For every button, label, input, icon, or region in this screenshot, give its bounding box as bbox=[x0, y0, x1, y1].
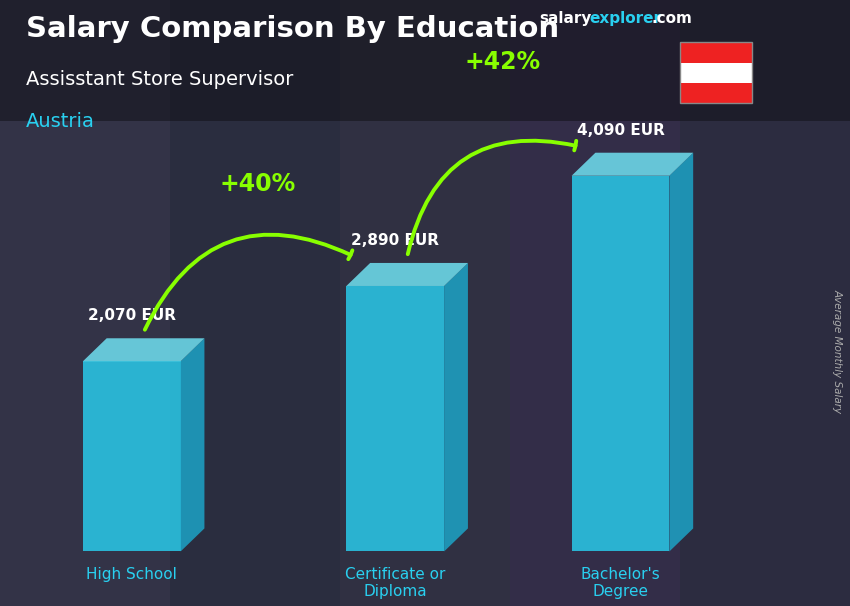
Bar bbox=[680, 62, 752, 83]
Polygon shape bbox=[82, 338, 204, 361]
Text: salary: salary bbox=[540, 11, 592, 26]
Bar bbox=[0, 0, 850, 121]
Text: Average Monthly Salary: Average Monthly Salary bbox=[832, 290, 842, 413]
Bar bbox=[680, 42, 752, 103]
Polygon shape bbox=[445, 263, 468, 551]
Text: 2,070 EUR: 2,070 EUR bbox=[88, 308, 176, 323]
Text: Austria: Austria bbox=[26, 112, 94, 131]
Text: Assisstant Store Supervisor: Assisstant Store Supervisor bbox=[26, 70, 293, 88]
Text: +42%: +42% bbox=[464, 50, 541, 74]
Text: Salary Comparison By Education: Salary Comparison By Education bbox=[26, 15, 558, 43]
Bar bbox=[680, 83, 752, 103]
Text: 2,890 EUR: 2,890 EUR bbox=[351, 233, 439, 248]
Text: +40%: +40% bbox=[219, 172, 296, 196]
Text: Bachelor's
Degree: Bachelor's Degree bbox=[581, 567, 660, 599]
Polygon shape bbox=[571, 153, 693, 176]
Text: 4,090 EUR: 4,090 EUR bbox=[576, 122, 665, 138]
Polygon shape bbox=[181, 338, 204, 551]
Text: High School: High School bbox=[87, 567, 177, 582]
Polygon shape bbox=[82, 361, 181, 551]
Polygon shape bbox=[670, 153, 693, 551]
Bar bbox=[680, 42, 752, 62]
Text: explorer: explorer bbox=[589, 11, 661, 26]
Text: Certificate or
Diploma: Certificate or Diploma bbox=[345, 567, 445, 599]
Polygon shape bbox=[347, 286, 445, 551]
Text: .com: .com bbox=[651, 11, 692, 26]
Polygon shape bbox=[347, 263, 468, 286]
Polygon shape bbox=[571, 176, 670, 551]
